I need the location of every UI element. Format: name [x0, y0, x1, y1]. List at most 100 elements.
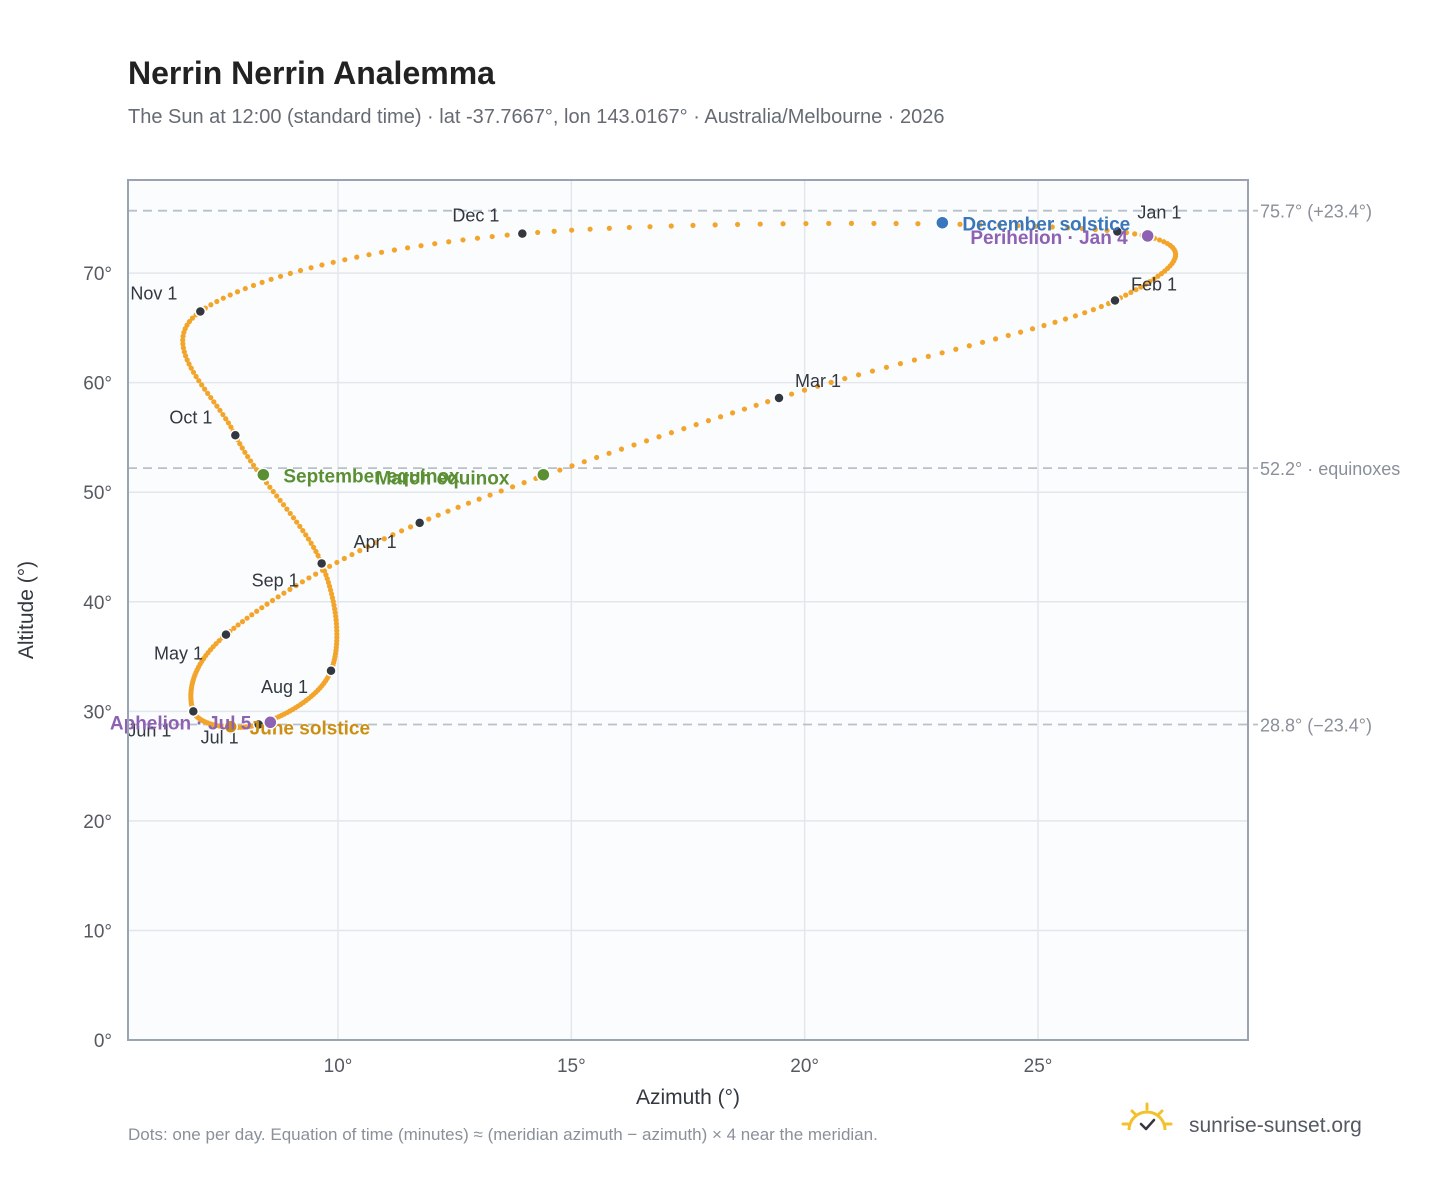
- daily-sun-dot: [418, 243, 424, 249]
- daily-sun-dot: [284, 506, 290, 512]
- daily-sun-dot: [1082, 310, 1088, 316]
- daily-sun-dot: [1158, 271, 1165, 277]
- daily-sun-dot: [275, 594, 281, 600]
- daily-sun-dot: [647, 224, 653, 230]
- daily-sun-dot: [498, 488, 504, 494]
- month-marker-label: Jan 1: [1137, 202, 1181, 222]
- daily-sun-dot: [509, 484, 516, 490]
- daily-sun-dot: [239, 619, 246, 625]
- daily-sun-dot: [287, 510, 293, 517]
- daily-sun-dot: [1079, 225, 1085, 232]
- daily-sun-dot: [277, 273, 284, 279]
- daily-sun-dot: [504, 232, 510, 238]
- daily-sun-dot: [407, 524, 414, 530]
- daily-sun-dot: [1123, 292, 1129, 298]
- daily-sun-dot: [1090, 306, 1096, 313]
- event-label: September equinox: [283, 467, 460, 488]
- daily-sun-dot: [308, 265, 314, 271]
- daily-sun-dot: [729, 410, 736, 416]
- daily-sun-dot: [765, 399, 771, 405]
- chart-subtitle: The Sun at 12:00 (standard time) · lat -…: [128, 106, 944, 128]
- daily-sun-dot: [1147, 278, 1153, 285]
- reference-line-label: 52.2° · equinoxes: [1260, 459, 1400, 479]
- daily-sun-dot: [190, 369, 197, 375]
- daily-sun-dot: [1104, 227, 1110, 234]
- daily-sun-dot: [780, 221, 786, 227]
- daily-sun-dot: [979, 339, 986, 345]
- daily-sun-dot: [327, 563, 333, 569]
- daily-sun-dot: [803, 220, 809, 227]
- daily-sun-dot: [594, 454, 600, 461]
- daily-sun-dot: [357, 548, 363, 554]
- daily-sun-dot: [1092, 226, 1098, 233]
- event-marker: [256, 467, 271, 482]
- daily-sun-dot: [848, 220, 855, 226]
- daily-sun-dot: [365, 544, 371, 550]
- daily-sun-dot: [294, 519, 300, 525]
- reference-line-label: 75.7° (+23.4°): [1260, 202, 1372, 222]
- daily-sun-dot: [196, 378, 202, 384]
- daily-sun-dot: [227, 292, 233, 298]
- daily-sun-dot: [966, 343, 972, 349]
- daily-sun-dot: [1041, 322, 1047, 329]
- y-tick-label: 30°: [83, 702, 112, 723]
- y-tick-label: 0°: [94, 1031, 112, 1052]
- daily-sun-dot: [631, 442, 637, 448]
- daily-sun-dot: [267, 484, 273, 490]
- daily-sun-dot: [1132, 231, 1138, 237]
- month-marker-label: May 1: [154, 644, 203, 664]
- daily-sun-dot: [521, 480, 527, 486]
- daily-sun-dot: [303, 532, 309, 538]
- daily-sun-dot: [300, 528, 306, 534]
- daily-sun-dot: [992, 336, 999, 342]
- month-marker: [773, 392, 785, 404]
- event-marker: [536, 467, 551, 482]
- sun-check-icon: [1121, 1102, 1173, 1131]
- daily-sun-dot: [319, 262, 325, 268]
- daily-sun-dot: [208, 395, 214, 401]
- daily-sun-dot: [445, 508, 451, 514]
- daily-sun-dot: [855, 372, 862, 378]
- daily-sun-dot: [996, 222, 1003, 228]
- daily-sun-dot: [270, 489, 276, 495]
- daily-sun-dot: [1052, 319, 1058, 325]
- x-tick-label: 15°: [557, 1056, 586, 1077]
- daily-sun-dot: [259, 279, 265, 285]
- daily-sun-dot: [893, 220, 899, 227]
- month-marker-label: Jun 1: [127, 720, 171, 740]
- daily-sun-dot: [268, 276, 274, 282]
- daily-sun-dot: [753, 402, 759, 408]
- daily-sun-dot: [869, 368, 876, 374]
- daily-sun-dot: [354, 254, 360, 260]
- daily-sun-dot: [249, 612, 255, 618]
- daily-sun-dot: [871, 220, 877, 227]
- y-tick-label: 40°: [83, 593, 112, 614]
- daily-sun-dot: [378, 249, 385, 255]
- daily-sun-dot: [705, 418, 712, 424]
- daily-sun-dot: [953, 346, 959, 352]
- daily-sun-dot: [244, 615, 250, 621]
- daily-sun-dot: [1151, 276, 1157, 282]
- daily-sun-dot: [693, 422, 699, 428]
- daily-sun-dot: [225, 420, 232, 426]
- month-marker-label: Sep 1: [252, 570, 299, 590]
- daily-sun-dot: [569, 463, 575, 469]
- plot-frame: [127, 179, 1249, 1041]
- daily-sun-dot: [535, 229, 541, 236]
- daily-sun-dot: [202, 386, 208, 392]
- month-marker-label: Nov 1: [130, 283, 177, 303]
- daily-sun-dot: [182, 353, 189, 359]
- daily-sun-dot: [184, 357, 190, 363]
- daily-sun-dot: [281, 590, 287, 596]
- x-axis-label: Azimuth (°): [636, 1086, 740, 1109]
- daily-sun-dot: [897, 361, 904, 367]
- daily-sun-dot: [1142, 281, 1149, 287]
- month-marker-label: Feb 1: [1131, 275, 1177, 295]
- footnote: Dots: one per day. Equation of time (min…: [128, 1125, 878, 1144]
- daily-sun-dot: [1133, 287, 1139, 293]
- daily-sun-dot: [205, 390, 211, 396]
- daily-sun-dot: [446, 239, 452, 245]
- daily-sun-dot: [1128, 289, 1134, 296]
